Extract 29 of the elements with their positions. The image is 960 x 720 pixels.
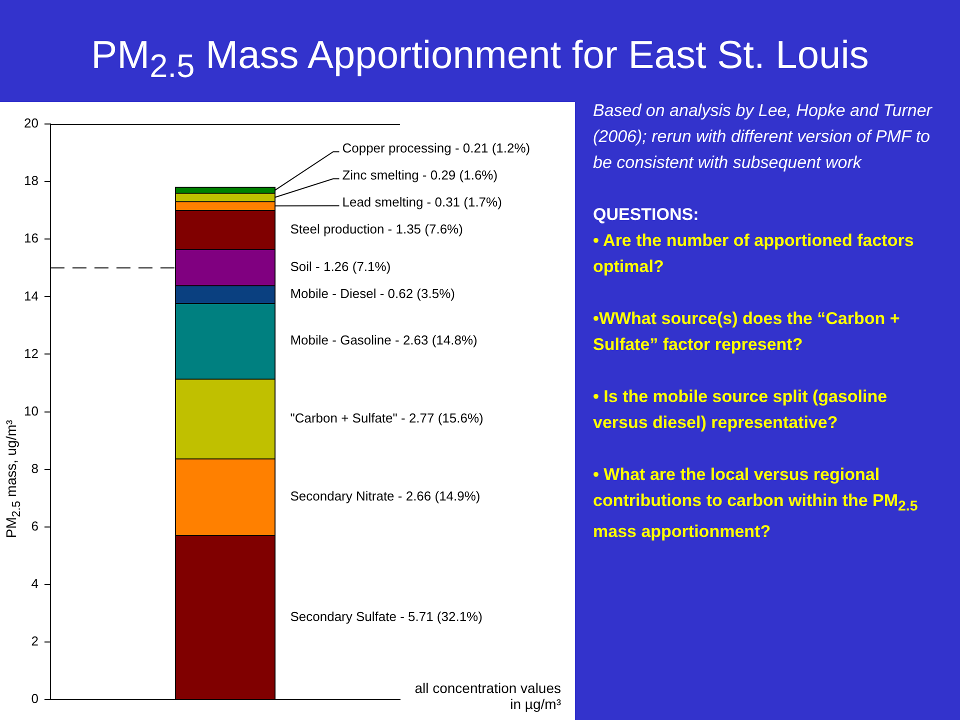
y-tick-label: 18 <box>24 173 38 188</box>
text: • What are the local versus regional contributions to carbon within the PM$_{2.5}$ mass apportionment? <box>593 465 918 542</box>
text: • Are the number of apportioned factors optimal? <box>593 230 915 278</box>
y-tick-label: 10 <box>24 403 38 418</box>
series-label: Mobile - Diesel - 0.62 (3.5%) <box>290 286 455 301</box>
y-tick-label: 4 <box>31 576 38 592</box>
series-label: Secondary Nitrate - 2.66 (14.9%) <box>290 488 480 504</box>
y-tick-label: 14 <box>24 288 38 304</box>
text: Zinc smelting - 0.29 (1.6%) <box>342 167 498 182</box>
text: Based on analysis by Lee, Hopke and Turner (2006); rerun with different version of PMF to be consistent with subsequent work <box>593 100 934 174</box>
series-label: Steel production - 1.35 (7.6%) <box>290 221 463 236</box>
y-tick-label: 0 <box>31 691 38 706</box>
text: • Is the mobile source split (gasoline versus diesel) representative? <box>593 386 888 434</box>
y-tick-label: 2 <box>31 634 38 649</box>
y-tick-label: 8 <box>31 460 38 476</box>
y-tick-label: 6 <box>31 518 38 534</box>
series-label: Secondary Sulfate - 5.71 (32.1%) <box>290 608 482 624</box>
y-tick-label: 16 <box>24 230 38 246</box>
series-label: Mobile - Gasoline - 2.63 (14.8%) <box>290 332 478 348</box>
series-label: Soil - 1.26 (7.1%) <box>290 258 391 274</box>
text: Copper processing - 0.21 (1.2%) <box>342 140 530 156</box>
y-tick-label: 20 <box>24 116 38 131</box>
text: Lead smelting - 0.31 (1.7%) <box>342 194 502 210</box>
series-label: "Carbon + Sulfate" - 2.77 (15.6%) <box>290 410 484 426</box>
text: all concentration values in µg/m³ <box>414 680 561 712</box>
text: QUESTIONS: <box>593 204 700 226</box>
y-tick-label: 12 <box>24 346 38 361</box>
text: PM$_{2.5}$ Mass Apportionment for East St. Louis <box>90 34 870 85</box>
text: •WWhat source(s) does the “Carbon + Sulfate” factor represent? <box>593 308 901 356</box>
